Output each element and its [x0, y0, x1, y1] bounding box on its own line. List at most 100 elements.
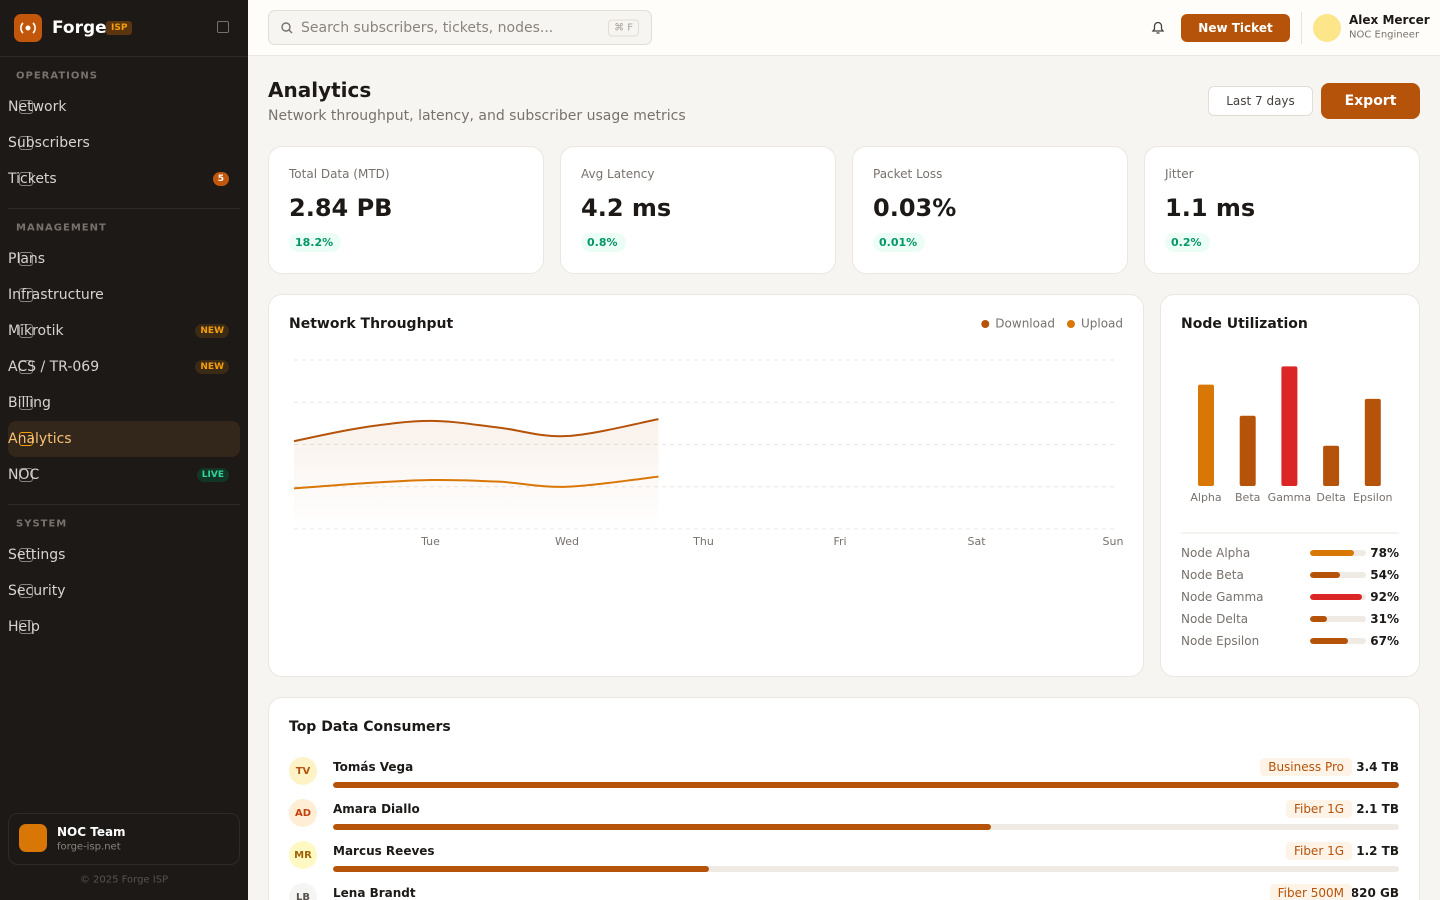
kpi-label: Jitter: [1165, 167, 1194, 181]
node-value: 31%: [1370, 612, 1399, 626]
node-name: Node Gamma: [1181, 590, 1264, 604]
x-tick-label: Sat: [967, 535, 986, 548]
nav-icon: [19, 252, 33, 266]
divider: [8, 504, 240, 505]
new-ticket-button[interactable]: New Ticket: [1181, 14, 1290, 42]
nav-item[interactable]: Infrastructure: [8, 277, 240, 313]
nav-item[interactable]: Mikrotik NEW: [8, 313, 240, 349]
node-bar: [1310, 616, 1328, 622]
kpi-change: 0.01%: [873, 231, 926, 252]
nav-icon: [19, 324, 33, 338]
consumer-name: Tomás Vega: [333, 760, 414, 774]
node-value: 78%: [1370, 546, 1399, 560]
x-tick-label: Tue: [420, 535, 440, 548]
legend-swatch: [1066, 320, 1075, 328]
kpi-change: 0.2%: [1165, 231, 1210, 252]
nav-label: Billing: [8, 395, 51, 411]
brand-badge: ISP: [106, 21, 133, 35]
collapse-button[interactable]: [217, 21, 229, 33]
usage-track: [333, 866, 1399, 872]
node-name: Node Alpha: [1181, 546, 1251, 560]
divider: [1301, 12, 1302, 44]
plan-chip: Fiber 1G: [1285, 842, 1352, 860]
node-track: [1310, 550, 1366, 556]
nav-item[interactable]: Tickets 5: [8, 161, 240, 197]
kpi-change: 0.8%: [581, 231, 626, 252]
nav-icon: [19, 136, 33, 150]
search-shortcut: ⌘ F: [608, 19, 639, 37]
nav-item[interactable]: NOC LIVE: [8, 457, 240, 493]
consumer-usage: 820 GB: [1350, 886, 1399, 900]
avatar[interactable]: [1313, 14, 1341, 42]
node-chart: Node Utilization Alpha Beta Gamma Delta Epsil…: [1181, 316, 1399, 534]
x-tick-label: Thu: [692, 535, 714, 548]
nav-badge: LIVE: [196, 468, 229, 482]
nav-badge: NEW: [195, 324, 229, 338]
node-track: [1310, 616, 1366, 622]
nav-icon: [19, 620, 33, 634]
section-title: MANAGEMENT: [16, 222, 107, 234]
bar: [1198, 384, 1214, 486]
sidebar: Forge ISP NOC Team forge-isp.net © 2025 …: [0, 0, 248, 900]
nav-label: NOC: [8, 467, 40, 483]
nav-item[interactable]: Plans: [8, 241, 240, 277]
node-bar: [1310, 594, 1362, 600]
section-title: OPERATIONS: [16, 70, 98, 82]
plan-chip: Fiber 500M: [1269, 884, 1352, 900]
nav-item[interactable]: ACS / TR-069 NEW: [8, 349, 240, 385]
node-track: [1310, 594, 1366, 600]
team-switcher[interactable]: NOC Team forge-isp.net: [8, 813, 240, 865]
legend-swatch: [981, 320, 990, 328]
nav-icon: [19, 548, 33, 562]
bar: [1323, 445, 1340, 486]
nav-item[interactable]: Analytics: [8, 421, 240, 457]
user-name: Alex Mercer: [1349, 13, 1430, 27]
x-tick-label: Gamma: [1268, 491, 1311, 504]
range-picker[interactable]: Last 7 days: [1208, 86, 1313, 116]
consumer-usage: 1.2 TB: [1356, 844, 1399, 858]
notifications[interactable]: [1151, 20, 1165, 35]
nav-label: Mikrotik: [8, 323, 64, 339]
divider: [8, 208, 240, 209]
consumer-usage: 3.4 TB: [1356, 760, 1399, 774]
search-icon: [281, 22, 293, 34]
export-label: Export: [1344, 93, 1397, 109]
divider: [0, 56, 248, 57]
nav-item[interactable]: Network: [8, 89, 240, 125]
nav-icon: [19, 584, 33, 598]
nav-item[interactable]: Settings: [8, 537, 240, 573]
node-bar: [1310, 638, 1348, 644]
node-bar: [1310, 572, 1341, 578]
consumer-name: Marcus Reeves: [333, 844, 435, 858]
legend-label: Download: [995, 317, 1055, 331]
consumer-name: Amara Diallo: [333, 802, 420, 816]
x-tick-label: Wed: [555, 535, 579, 548]
nav-label: Settings: [8, 547, 66, 563]
nav-label: Analytics: [8, 431, 72, 447]
node-name: Node Beta: [1181, 568, 1244, 582]
kpi-change: 18.2%: [289, 231, 342, 252]
page-title: Analytics: [268, 78, 372, 102]
kpi-card: Avg Latency 4.2 ms 0.8%: [560, 146, 836, 274]
nav-label: Security: [8, 583, 66, 599]
new-ticket-label: New Ticket: [1198, 21, 1273, 35]
node-track: [1310, 638, 1366, 644]
kpi-card: Packet Loss 0.03% 0.01%: [852, 146, 1128, 274]
node-name: Node Epsilon: [1181, 634, 1260, 648]
search[interactable]: Search subscribers, tickets, nodes... ⌘ …: [268, 10, 652, 45]
nav-item[interactable]: Billing: [8, 385, 240, 421]
kpi-change-chip: 0.8%: [581, 233, 626, 252]
x-tick-label: Epsilon: [1353, 491, 1393, 504]
nav-item[interactable]: Security: [8, 573, 240, 609]
kpi-value: 1.1 ms: [1165, 194, 1256, 222]
export-button[interactable]: Export: [1321, 83, 1420, 119]
nav-icon: [19, 360, 33, 374]
legend-label: Upload: [1081, 317, 1123, 331]
brand: Forge: [52, 18, 107, 38]
nav-item[interactable]: Help: [8, 609, 240, 645]
nav-item[interactable]: Subscribers: [8, 125, 240, 161]
x-tick-label: Beta: [1235, 491, 1260, 504]
x-tick-label: Delta: [1316, 491, 1345, 504]
